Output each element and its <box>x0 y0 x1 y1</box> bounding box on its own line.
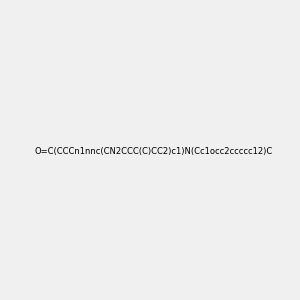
Text: O=C(CCCn1nnc(CN2CCC(C)CC2)c1)N(Cc1occ2ccccc12)C: O=C(CCCn1nnc(CN2CCC(C)CC2)c1)N(Cc1occ2cc… <box>34 147 273 156</box>
